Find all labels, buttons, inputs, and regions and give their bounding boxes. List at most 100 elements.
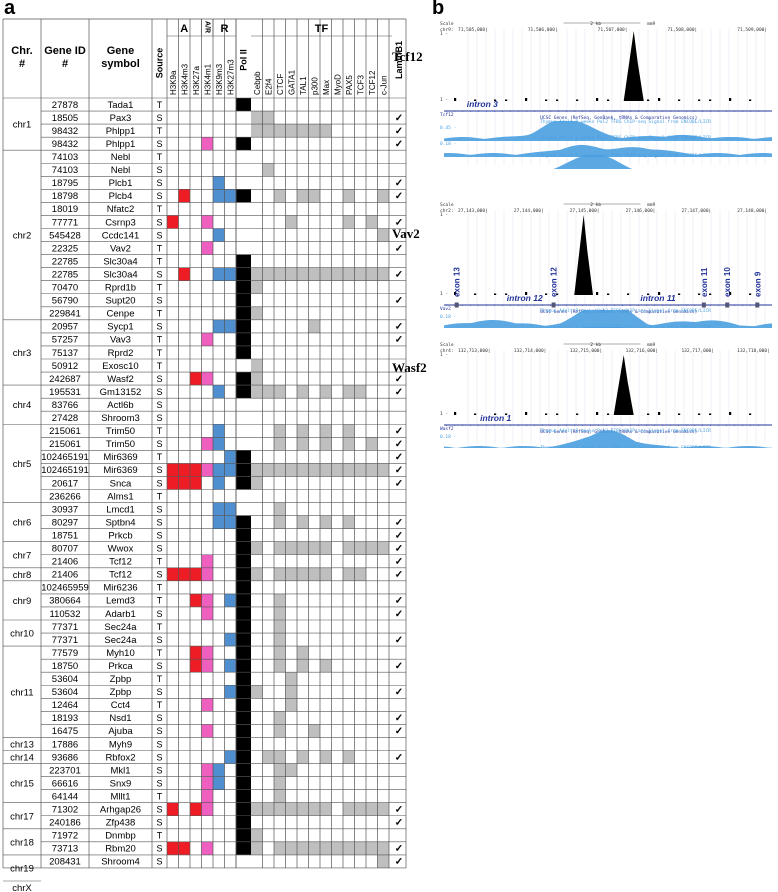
source-code: S bbox=[156, 465, 162, 475]
gene-symbol: Phlpp1 bbox=[106, 139, 136, 150]
histone-mark-cell bbox=[201, 802, 213, 816]
header-gene-symbol: Gene symbol bbox=[101, 45, 140, 70]
chr-label: chr19 bbox=[10, 863, 34, 874]
tf-cell bbox=[274, 763, 286, 777]
tf-cell bbox=[308, 724, 320, 738]
position-label: 27,148,000| bbox=[737, 208, 767, 214]
tf-cell bbox=[297, 646, 309, 660]
signal-scale: 0.45 - bbox=[440, 125, 456, 131]
strand-arrow: › bbox=[598, 303, 600, 308]
histone-mark-cell bbox=[213, 763, 225, 777]
pol2-cell bbox=[236, 776, 251, 790]
strand-arrow: › bbox=[710, 303, 712, 308]
tf-cell bbox=[274, 124, 286, 138]
pol2-cell bbox=[236, 711, 251, 725]
tf-cell bbox=[320, 802, 332, 816]
gene-symbol: Zpbp bbox=[110, 687, 132, 698]
exon-block bbox=[551, 302, 556, 308]
gene-symbol: Adarb1 bbox=[105, 609, 136, 620]
signal-track-label: Thymus Adult 8 weeks Pol2 TFBS ChIP-seq … bbox=[540, 135, 711, 141]
histone-mark-cell bbox=[213, 776, 225, 790]
header-gene-id: Gene ID # bbox=[44, 45, 86, 70]
laminb1-check: ✓ bbox=[395, 374, 403, 385]
chr-label: chr8 bbox=[13, 570, 31, 581]
histone-mark-cell bbox=[178, 267, 190, 281]
histone-mark-cell bbox=[178, 463, 190, 477]
histone-mark-cell bbox=[201, 215, 213, 229]
tf-cell bbox=[320, 567, 332, 581]
strand-arrow: › bbox=[478, 303, 480, 308]
signal-tick bbox=[505, 413, 508, 415]
tf-cell bbox=[320, 463, 332, 477]
tf-cell bbox=[251, 372, 263, 386]
histone-mark-cell bbox=[224, 515, 236, 529]
signal-tick bbox=[729, 292, 732, 295]
tf-cell bbox=[262, 463, 274, 477]
tf-cell bbox=[262, 163, 274, 177]
chr-label: chr7 bbox=[13, 550, 31, 561]
position-label: 132,718,000| bbox=[737, 348, 770, 354]
signal-scale: 0.18 - bbox=[440, 314, 456, 320]
source-code: S bbox=[156, 713, 162, 723]
strand-arrow: › bbox=[454, 109, 456, 114]
tf-cell bbox=[262, 124, 274, 138]
strand-arrow: › bbox=[662, 109, 664, 114]
strand-arrow: › bbox=[734, 303, 736, 308]
source-code: T bbox=[157, 791, 163, 801]
strand-arrow: › bbox=[582, 423, 584, 428]
gene-symbol: Arhgap26 bbox=[100, 805, 141, 816]
tf-cell bbox=[251, 463, 263, 477]
gene-symbol: Trim50 bbox=[106, 439, 135, 450]
laminb1-check: ✓ bbox=[395, 296, 403, 307]
laminb1-check: ✓ bbox=[395, 439, 403, 450]
y-scale-bottom: 1 - bbox=[440, 291, 448, 297]
laminb1-check: ✓ bbox=[395, 126, 403, 137]
strand-arrow: › bbox=[622, 303, 624, 308]
strand-arrow: › bbox=[478, 423, 480, 428]
intron-label: intron 3 bbox=[467, 99, 498, 109]
gene-symbol: Mkl1 bbox=[110, 765, 130, 776]
strand-arrow: › bbox=[574, 303, 576, 308]
gene-name-small: Wasf2 bbox=[440, 426, 454, 432]
strand-arrow: › bbox=[734, 423, 736, 428]
strand-arrow: › bbox=[670, 303, 672, 308]
laminb1-check: ✓ bbox=[395, 544, 403, 555]
gene-symbol: Nsd1 bbox=[109, 713, 131, 724]
tf-cell bbox=[308, 267, 320, 281]
strand-arrow: › bbox=[694, 109, 696, 114]
tf-cell bbox=[251, 828, 263, 842]
strand-arrow: › bbox=[662, 423, 664, 428]
scale-bar-label: 2 kb bbox=[590, 21, 601, 27]
exon-block bbox=[701, 302, 706, 308]
gene-symbol: Mir6369 bbox=[103, 465, 137, 476]
gene-symbol: Sptbn4 bbox=[105, 517, 135, 528]
tf-cell bbox=[285, 124, 297, 138]
gene-id: 83766 bbox=[52, 400, 78, 411]
gene-id: 223701 bbox=[49, 765, 81, 776]
strand-arrow: › bbox=[494, 303, 496, 308]
source-code: S bbox=[156, 818, 162, 828]
gene-id: 98432 bbox=[52, 139, 78, 150]
signal-tick bbox=[678, 293, 681, 295]
tf-cell bbox=[343, 215, 355, 229]
gene-symbol: Mllt1 bbox=[110, 791, 130, 802]
header-tf-pax5: PAX5 bbox=[345, 75, 354, 95]
gene-id: 12464 bbox=[52, 700, 78, 711]
pol2-cell bbox=[236, 567, 251, 581]
signal-tick bbox=[525, 292, 528, 295]
histone-mark-cell bbox=[224, 633, 236, 647]
chr-label: chr3 bbox=[13, 348, 31, 359]
signal-tick bbox=[647, 99, 650, 101]
strand-arrow: › bbox=[710, 423, 712, 428]
tf-cell bbox=[274, 776, 286, 790]
y-scale-top: 1 - bbox=[440, 352, 448, 358]
source-code: S bbox=[156, 191, 162, 201]
tf-cell bbox=[274, 541, 286, 555]
source-code: T bbox=[157, 283, 163, 293]
signal-tick bbox=[474, 99, 477, 101]
signal-tick bbox=[474, 413, 477, 415]
gene-symbol: Supt20 bbox=[105, 296, 135, 307]
strand-arrow: › bbox=[534, 423, 536, 428]
